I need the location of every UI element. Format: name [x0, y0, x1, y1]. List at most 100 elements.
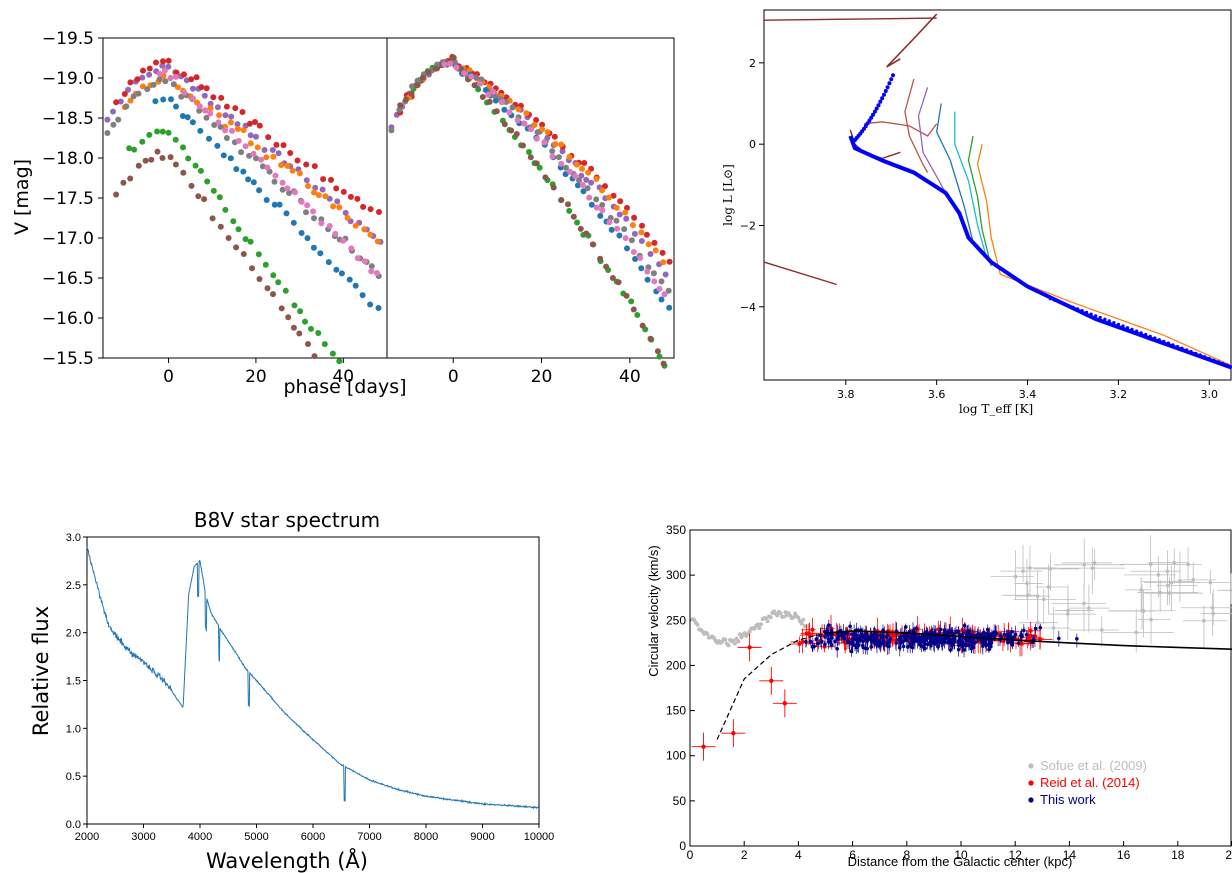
data-point — [814, 637, 819, 641]
data-point — [621, 226, 628, 233]
data-point — [630, 306, 637, 313]
data-point — [292, 189, 298, 196]
data-point — [196, 107, 203, 114]
data-point — [578, 172, 585, 179]
data-point — [984, 643, 989, 648]
data-point — [284, 185, 291, 192]
data-point — [799, 621, 804, 626]
data-point — [179, 113, 186, 119]
data-point — [658, 296, 665, 303]
data-point — [203, 114, 210, 121]
data-point — [962, 623, 967, 628]
data-point — [868, 634, 873, 639]
data-point — [471, 82, 478, 89]
data-point — [577, 225, 584, 232]
data-point — [113, 99, 120, 106]
data-point — [286, 190, 292, 196]
x-tick-label: 40 — [619, 367, 641, 387]
data-point — [1037, 636, 1042, 641]
data-point — [876, 103, 881, 108]
data-point — [1036, 620, 1040, 625]
data-point — [121, 91, 128, 97]
data-point — [368, 268, 375, 275]
data-point — [354, 195, 361, 202]
data-points — [104, 57, 384, 365]
data-point — [878, 99, 883, 104]
data-point — [156, 76, 163, 83]
data-point — [310, 244, 317, 251]
data-point — [1021, 569, 1025, 573]
data-point — [845, 631, 850, 636]
data-point — [962, 648, 966, 652]
data-point — [185, 155, 192, 162]
data-point — [723, 637, 728, 642]
data-point — [570, 213, 577, 220]
data-point — [1033, 626, 1038, 631]
data-point — [509, 104, 516, 111]
data-point — [632, 256, 639, 262]
data-point — [617, 198, 624, 205]
y-tick-label: 200 — [666, 658, 686, 672]
data-point — [156, 70, 163, 77]
data-point — [272, 172, 279, 179]
data-point — [1175, 344, 1180, 349]
data-point — [1203, 355, 1207, 359]
data-point — [289, 167, 296, 174]
data-point — [836, 637, 840, 641]
data-point — [768, 615, 773, 620]
data-point — [453, 64, 460, 71]
data-point — [726, 643, 731, 648]
data-point — [985, 627, 990, 632]
data-point — [1116, 322, 1120, 326]
y-tick-label: 150 — [666, 704, 686, 718]
data-point — [891, 73, 895, 78]
data-point — [486, 98, 493, 105]
data-point — [647, 251, 654, 257]
data-point — [246, 120, 253, 127]
data-point — [993, 631, 998, 636]
data-point — [284, 162, 291, 169]
x-tick-label: 20 — [531, 367, 553, 387]
data-point — [1080, 309, 1084, 313]
data-point — [234, 126, 241, 132]
x-tick-label: 2000 — [75, 831, 99, 843]
data-point — [555, 154, 562, 161]
data-point — [197, 127, 204, 134]
data-point — [631, 214, 638, 221]
data-point — [998, 634, 1003, 638]
data-point — [256, 187, 263, 194]
data-point — [217, 223, 224, 230]
data-point — [566, 207, 573, 214]
data-point — [527, 154, 534, 161]
data-point — [127, 175, 134, 182]
data-point — [638, 229, 645, 236]
data-point — [233, 166, 240, 173]
data-point — [375, 305, 382, 311]
data-point — [352, 282, 359, 289]
data-point — [759, 622, 764, 627]
data-point — [135, 162, 142, 169]
data-point — [180, 144, 186, 151]
data-point — [247, 238, 254, 245]
data-point — [1012, 635, 1016, 639]
data-point — [1208, 580, 1213, 585]
data-point — [308, 325, 314, 332]
data-point — [432, 65, 439, 72]
data-point — [950, 631, 955, 635]
x-tick-label: 6000 — [301, 831, 325, 843]
data-point — [1006, 640, 1010, 645]
data-point — [885, 85, 890, 90]
data-point — [218, 94, 225, 101]
data-point — [975, 632, 980, 637]
data-point — [263, 154, 270, 161]
legend: Sofue et al. (2009) Reid et al. (2014) Thi… — [1028, 758, 1147, 807]
data-point — [361, 258, 368, 265]
data-point — [264, 285, 271, 292]
data-point — [139, 138, 146, 145]
data-point — [659, 249, 666, 256]
y-tick-label: −16.0 — [42, 309, 94, 329]
data-point — [1157, 338, 1161, 342]
data-point — [658, 278, 665, 285]
data-point — [332, 230, 339, 237]
data-point — [1066, 612, 1070, 616]
